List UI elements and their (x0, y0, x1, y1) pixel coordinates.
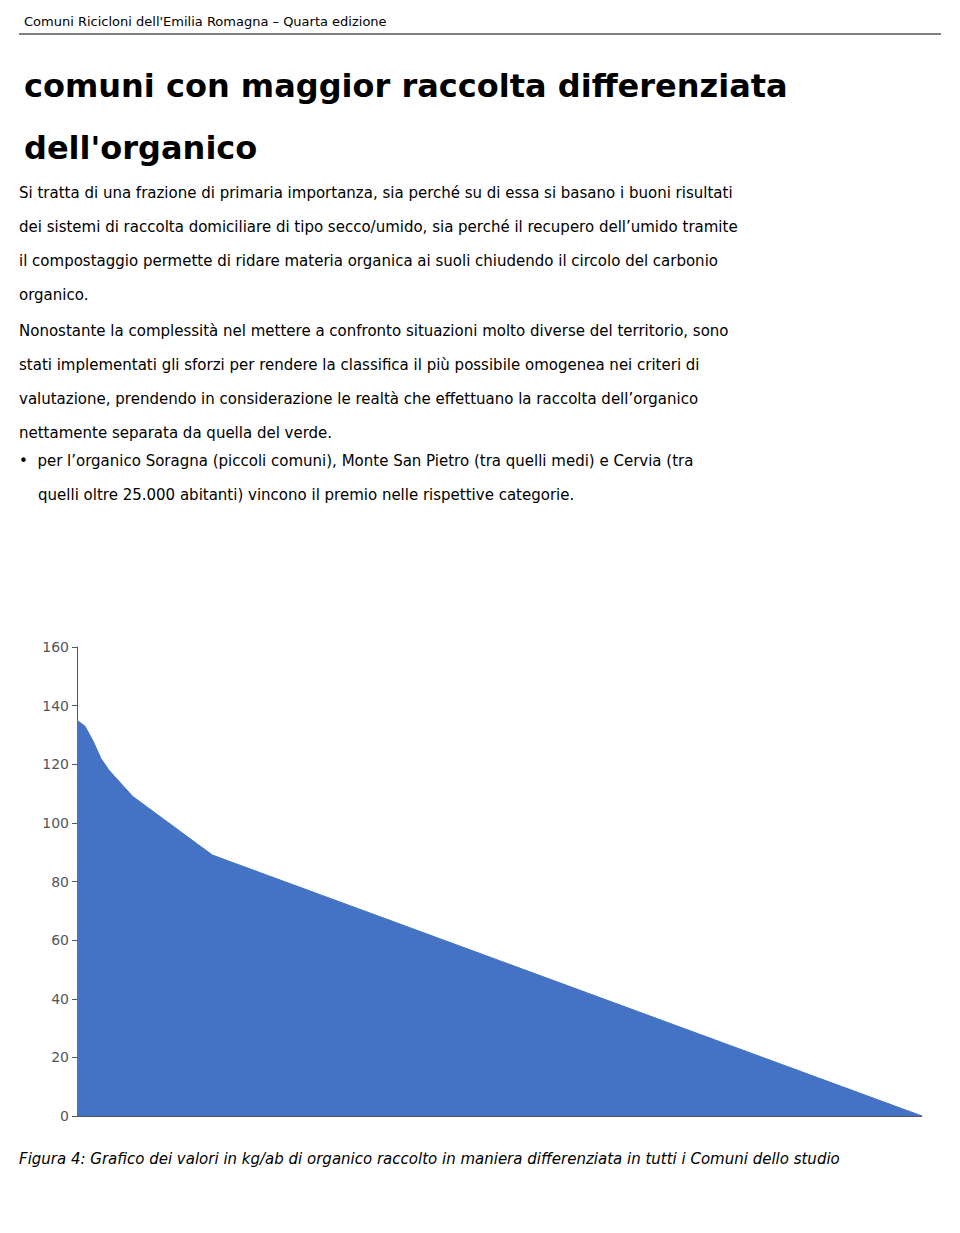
svg-text:60: 60 (51, 932, 69, 948)
svg-text:Si tratta di una frazione di p: Si tratta di una frazione di primaria im… (19, 184, 733, 202)
svg-text:80: 80 (51, 874, 69, 890)
svg-text:20: 20 (51, 1049, 69, 1065)
svg-text:dell'organico: dell'organico (24, 129, 257, 167)
svg-text:valutazione, prendendo in cons: valutazione, prendendo in considerazione… (19, 390, 698, 408)
svg-text:Figura 4: Grafico dei valori i: Figura 4: Grafico dei valori in kg/ab di… (19, 1150, 840, 1168)
svg-text:Nonostante la complessità nel: Nonostante la complessità nel mettere a … (19, 322, 729, 340)
svg-text:• per l’organico Soragna (pic: • per l’organico Soragna (piccoli comuni… (19, 452, 693, 470)
svg-text:160: 160 (42, 639, 69, 655)
svg-text:stati implementati gli sforzi: stati implementati gli sforzi per render… (19, 356, 700, 374)
svg-text:Comuni Ricicloni dell'Emilia R: Comuni Ricicloni dell'Emilia Romagna – Q… (24, 14, 387, 29)
svg-text:nettamente separata da quella: nettamente separata da quella del verde. (19, 424, 332, 442)
svg-text:120: 120 (42, 756, 69, 772)
svg-text:100: 100 (42, 815, 69, 831)
svg-text:quelli oltre 25.000 abitanti): quelli oltre 25.000 abitanti) vincono il… (19, 486, 574, 504)
svg-text:140: 140 (42, 698, 69, 714)
svg-text:dei sistemi di raccolta domici: dei sistemi di raccolta domiciliare di t… (19, 218, 738, 236)
svg-text:organico.: organico. (19, 286, 88, 304)
svg-text:40: 40 (51, 991, 69, 1007)
svg-text:comuni con maggior raccolta di: comuni con maggior raccolta differenziat… (24, 67, 788, 105)
svg-text:il compostaggio permette di ri: il compostaggio permette di ridare mater… (19, 252, 718, 270)
svg-text:0: 0 (60, 1108, 69, 1124)
